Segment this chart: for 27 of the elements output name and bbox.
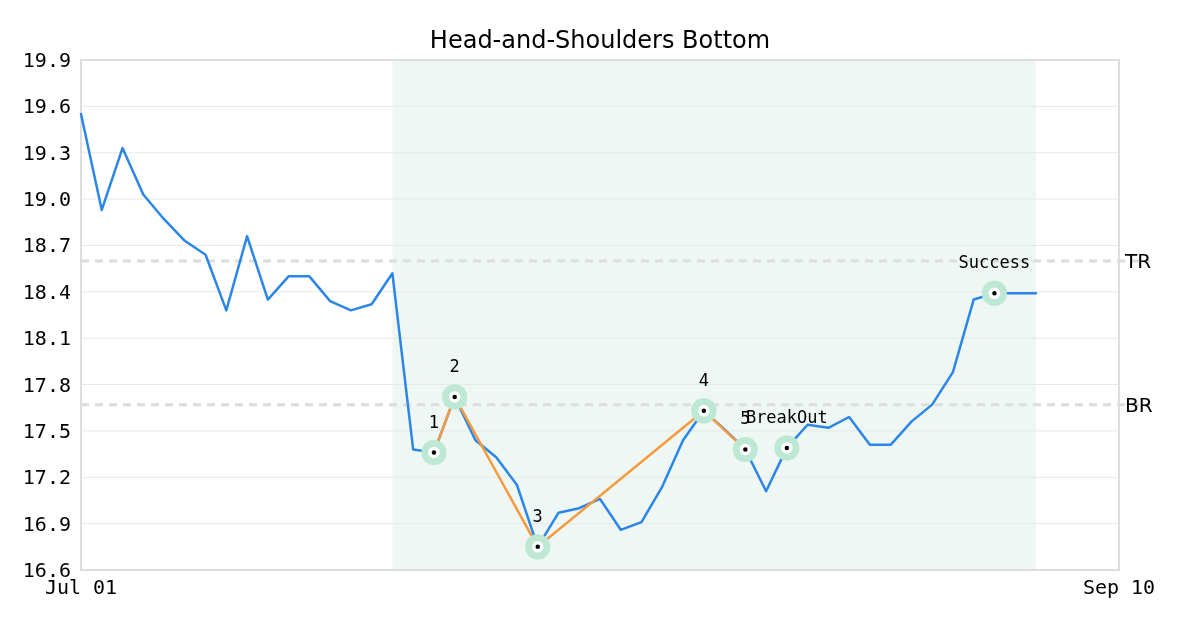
point <box>781 442 793 454</box>
y-tick-label: 19.0 <box>22 187 71 212</box>
y-tick-label: 18.4 <box>22 279 71 304</box>
annotation: 4 <box>698 369 709 390</box>
y-tick-label: 19.6 <box>22 94 71 119</box>
ref-line-label: TR <box>1124 248 1152 273</box>
y-tick-label: 16.9 <box>22 511 71 536</box>
y-tick-label: 17.5 <box>22 418 71 443</box>
x-tick-label: Sep 10 <box>1082 575 1156 599</box>
ref-line-label: BR <box>1125 392 1153 417</box>
y-tick-label: 18.1 <box>22 326 71 351</box>
annotation: Success <box>958 252 1031 273</box>
y-tick-label: 17.8 <box>22 372 71 397</box>
point <box>531 541 544 553</box>
point <box>698 405 710 417</box>
point <box>739 443 752 456</box>
y-tick-label: 18.7 <box>22 233 71 258</box>
annotation: 3 <box>532 505 543 526</box>
y-tick-label: 19.9 <box>22 48 71 72</box>
point <box>448 391 461 403</box>
y-tick-label: 19.3 <box>22 140 71 165</box>
point <box>428 446 440 459</box>
y-tick-label: 17.2 <box>22 465 71 490</box>
annotation: 1 <box>428 411 440 432</box>
point <box>988 287 1001 300</box>
annotation: 2 <box>449 355 460 376</box>
chart-title: Head-and-Shoulders Bottom <box>429 26 771 54</box>
